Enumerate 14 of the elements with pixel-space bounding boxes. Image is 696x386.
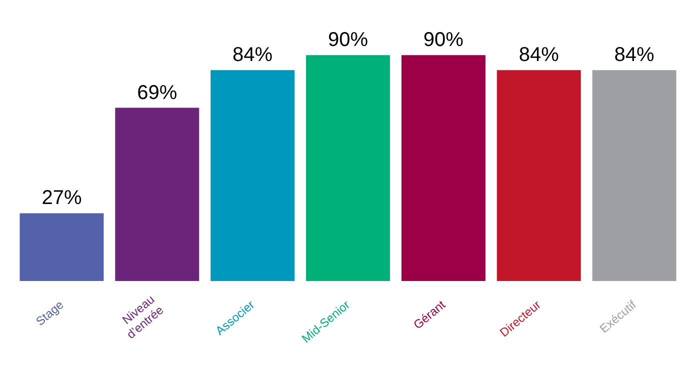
data-label: 84% [518, 44, 560, 66]
data-label: 69% [137, 82, 178, 104]
data-label: 84% [232, 44, 273, 66]
bar [592, 70, 676, 281]
data-label: 84% [614, 44, 655, 66]
bar [115, 108, 200, 281]
bar [496, 70, 581, 281]
data-label: 90% [423, 29, 464, 52]
bar [20, 213, 104, 281]
bar [306, 55, 390, 281]
bar [210, 70, 295, 281]
bar [401, 55, 486, 281]
data-label: 27% [42, 187, 82, 210]
data-label: 90% [328, 29, 368, 52]
